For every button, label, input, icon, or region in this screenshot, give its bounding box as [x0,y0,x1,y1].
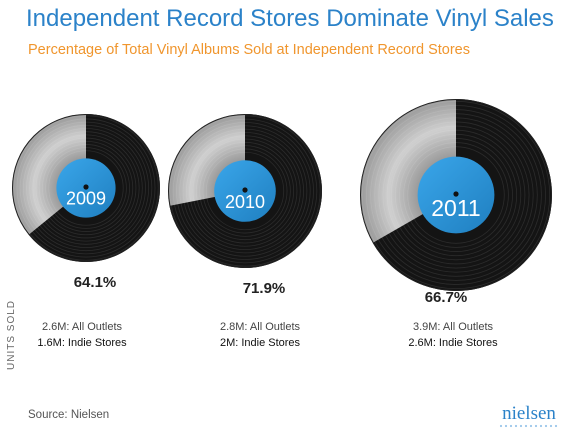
record-groove [192,138,298,244]
indie-units-label: 2.6M: Indie Stores [408,337,498,349]
record-groove [199,145,291,237]
record-groove [386,125,526,265]
record-groove [378,117,534,273]
record-groove [32,134,140,242]
record-groove [22,124,150,252]
record-groove [16,118,156,258]
record-groove [407,146,505,244]
record-groove [205,151,285,231]
record-spindle-hole [83,184,89,190]
record-groove [169,115,321,267]
record-year-label: 2009 [66,188,106,208]
record-groove [48,150,124,226]
record-year-label: 2011 [431,195,480,221]
record-groove [195,141,295,241]
record-groove [26,128,146,248]
chart-subtitle: Percentage of Total Vinyl Albums Sold at… [28,42,470,58]
record-groove [42,144,130,232]
record-groove [19,121,153,255]
source-note: Source: Nielsen [28,409,110,421]
indie-units-label: 2M: Indie Stores [220,337,301,349]
percent-label: 71.9% [243,280,286,297]
record-groove [182,128,308,254]
record-groove [45,147,127,229]
percent-label: 66.7% [425,289,468,306]
record-spindle-hole [242,187,248,193]
record-edge [12,114,160,262]
record-2009: 2009 [12,114,161,262]
record-groove [370,109,542,281]
nielsen-logo: nielsen [499,403,558,428]
record-groove [189,135,301,247]
record-spindle-hole [453,191,459,197]
record-groove [394,133,518,257]
record-groove [403,142,509,248]
record-groove [390,129,522,261]
percent-label: 64.1% [74,274,117,291]
record-groove [382,121,530,269]
chart-title: Independent Record Stores Dominate Vinyl… [26,5,554,32]
total-units-label: 2.8M: All Outlets [220,321,301,333]
record-groove [202,148,288,234]
total-units-label: 2.6M: All Outlets [42,321,123,333]
record-groove [38,140,134,236]
record-2010: 2010 [168,114,322,268]
record-groove [366,105,546,285]
record-groove [374,113,538,277]
record-groove [172,118,318,264]
record-groove [186,132,304,250]
total-units-label: 3.9M: All Outlets [413,321,494,333]
record-groove [361,100,551,290]
record-edge [168,114,322,268]
indie-units-label: 1.6M: Indie Stores [37,337,127,349]
record-2011: 2011 [360,99,553,291]
record-year-label: 2010 [225,192,265,212]
record-groove [176,122,314,260]
record-groove [35,137,137,239]
record-groove [399,138,513,252]
record-groove [29,131,143,245]
record-groove [13,115,159,261]
record-edge [360,99,552,291]
svg-text:nielsen: nielsen [502,403,556,424]
record-groove [179,125,311,257]
